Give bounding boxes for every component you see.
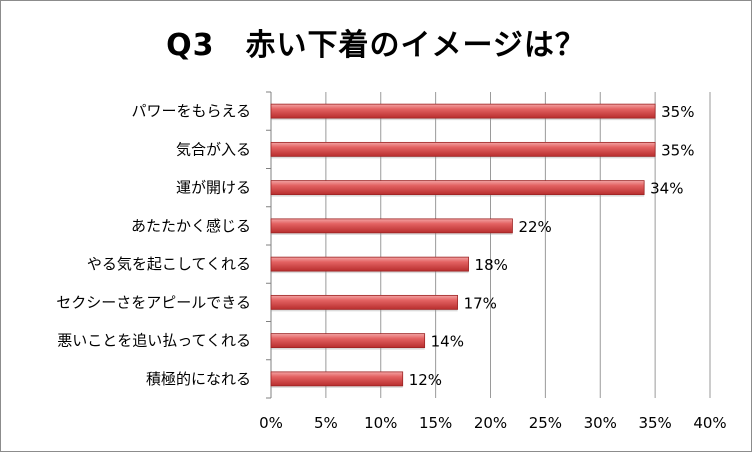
data-label: 35% — [661, 103, 694, 121]
data-label: 18% — [475, 256, 508, 274]
x-tick-label: 25% — [529, 414, 562, 432]
bars — [270, 103, 656, 388]
bar — [270, 333, 426, 349]
data-label: 34% — [650, 180, 683, 198]
grid-lines — [266, 91, 711, 399]
bar — [270, 256, 469, 272]
labels: 0% 5% 10% 15% 20% 25% 30% 35% 40% パワーをもらえる 35% 気合が入… — [56, 102, 726, 432]
x-tick-label: 20% — [474, 414, 507, 432]
chart-title: Q3 赤い下着のイメージは？ — [166, 28, 586, 63]
bar — [270, 371, 404, 387]
category-label: 気合が入る — [176, 140, 251, 158]
data-label: 12% — [409, 371, 442, 389]
bar — [270, 180, 645, 196]
data-label: 22% — [518, 218, 551, 236]
bar — [270, 103, 656, 119]
data-label: 14% — [431, 333, 464, 351]
category-label: 運が開ける — [176, 179, 251, 197]
data-label: 35% — [661, 141, 694, 159]
x-tick-label: 5% — [314, 414, 338, 432]
x-tick-label: 40% — [693, 414, 726, 432]
x-tick-label: 35% — [638, 414, 671, 432]
x-tick-label: 10% — [364, 414, 397, 432]
category-label: セクシーさをアピールできる — [56, 293, 251, 311]
bar — [270, 141, 656, 157]
category-label: やる気を起こしてくれる — [87, 255, 251, 273]
x-tick-label: 15% — [419, 414, 452, 432]
category-label: 悪いことを追い払ってくれる — [57, 332, 251, 350]
data-label: 17% — [464, 294, 497, 312]
x-tick-label: 0% — [259, 414, 283, 432]
bar — [270, 218, 513, 234]
category-label: パワーをもらえる — [131, 102, 251, 120]
bar — [270, 294, 458, 310]
category-label: あたたかく感じる — [131, 217, 251, 235]
category-label: 積極的になれる — [146, 370, 251, 388]
x-tick-label: 30% — [584, 414, 617, 432]
